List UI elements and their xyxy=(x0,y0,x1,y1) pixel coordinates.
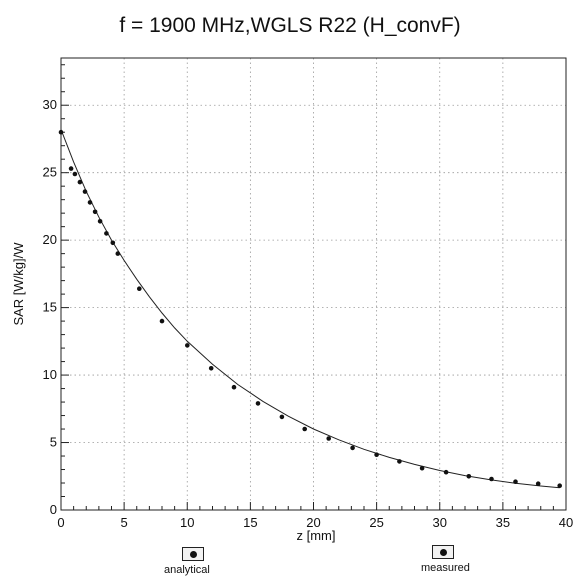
measured-point xyxy=(115,251,121,256)
measured-point xyxy=(104,231,109,236)
measured-point xyxy=(82,189,88,194)
legend-analytical-label: analytical xyxy=(164,564,210,576)
measured-point xyxy=(137,286,142,292)
measured-point xyxy=(92,209,98,215)
legend-analytical-swatch xyxy=(182,547,204,561)
y-tick-label: 10 xyxy=(43,367,57,382)
measured-point xyxy=(159,318,165,324)
measured-point xyxy=(77,179,83,185)
measured-point xyxy=(513,479,518,485)
measured-point xyxy=(231,384,237,390)
measured-point xyxy=(72,171,78,177)
x-axis-label: z [mm] xyxy=(297,528,336,543)
x-tick-label: 15 xyxy=(243,515,257,530)
x-tick-label: 20 xyxy=(306,515,320,530)
x-tick-label: 0 xyxy=(57,515,64,530)
x-axis: 0 5 10 15 20 25 30 35 40 xyxy=(57,502,573,530)
x-tick-label: 25 xyxy=(369,515,383,530)
x-tick-label: 10 xyxy=(180,515,194,530)
measured-point xyxy=(443,469,449,475)
measured-point xyxy=(279,414,285,420)
measured-point xyxy=(535,481,541,487)
measured-point xyxy=(397,459,402,464)
marker-icon xyxy=(190,551,197,558)
x-tick-label: 35 xyxy=(496,515,510,530)
x-tick-label: 5 xyxy=(121,515,128,530)
marker-icon xyxy=(440,549,447,556)
series-analytical xyxy=(60,129,560,489)
measured-point xyxy=(110,240,116,246)
measured-point xyxy=(557,483,562,489)
y-tick-label: 20 xyxy=(43,232,57,247)
y-axis-label: SAR [W/kg]/W xyxy=(11,242,26,326)
measured-point xyxy=(255,401,261,406)
y-tick-label: 15 xyxy=(43,300,57,315)
legend-measured-label: measured xyxy=(421,562,470,574)
legend-measured-swatch xyxy=(432,545,454,559)
measured-point xyxy=(208,366,214,371)
y-tick-label: 0 xyxy=(50,502,57,517)
analytical-curve xyxy=(60,129,560,489)
measured-point xyxy=(185,343,190,348)
series-measured xyxy=(58,129,562,489)
chart-title: f = 1900 MHz,WGLS R22 (H_convF) xyxy=(119,14,460,37)
measured-point xyxy=(374,452,379,458)
measured-point xyxy=(302,426,308,432)
y-tick-label: 5 xyxy=(50,435,57,450)
x-tick-label: 30 xyxy=(433,515,447,530)
x-tick-label: 40 xyxy=(559,515,573,530)
measured-point xyxy=(97,219,103,224)
grid-lines xyxy=(61,58,566,510)
measured-point xyxy=(489,476,494,482)
measured-point xyxy=(326,436,332,441)
y-tick-label: 30 xyxy=(43,97,57,112)
measured-point xyxy=(58,129,64,135)
y-axis: 0 5 10 15 20 25 30 xyxy=(43,64,69,517)
y-tick-label: 25 xyxy=(43,165,57,180)
measured-point xyxy=(466,474,472,479)
measured-point xyxy=(68,166,74,171)
measured-point xyxy=(350,445,355,451)
measured-point xyxy=(419,465,425,471)
measured-point xyxy=(87,200,93,205)
